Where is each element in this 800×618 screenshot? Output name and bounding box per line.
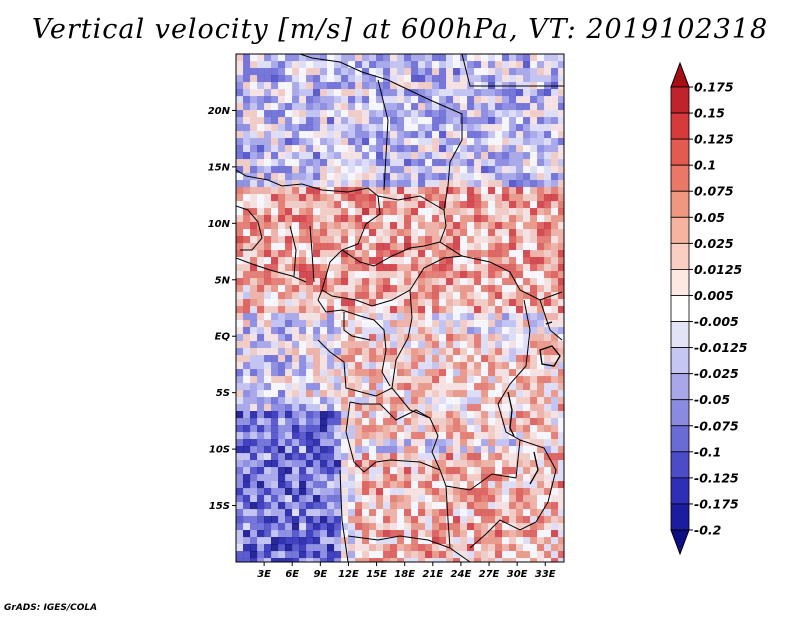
colorbar-band xyxy=(670,373,690,401)
credit-label: GrADS: IGES/COLA xyxy=(4,603,98,613)
colorbar-band xyxy=(670,425,690,453)
colorbar-bottom-triangle xyxy=(670,529,690,556)
lon-tick-label: 6E xyxy=(285,569,299,580)
latitude-axis: 20N 15N 10N 5N EQ 5S 10S 15S xyxy=(208,106,236,512)
colorbar-label: 0.025 xyxy=(694,236,734,251)
colorbar-label: 0.125 xyxy=(694,132,734,147)
colorbar-band xyxy=(670,295,690,322)
colorbar-band xyxy=(670,216,690,244)
lon-tick-label: 24E xyxy=(451,569,472,580)
colorbar-label: 0.075 xyxy=(694,184,734,199)
colorbar-label: -0.05 xyxy=(694,392,730,407)
lat-tick-label: 10S xyxy=(209,445,230,456)
lon-tick-label: 27E xyxy=(479,569,500,580)
colorbar-label: -0.025 xyxy=(694,366,739,381)
colorbar-label: -0.005 xyxy=(694,314,739,329)
lon-tick-label: 30E xyxy=(507,569,528,580)
colorbar-band xyxy=(670,399,690,427)
colorbar-label: -0.175 xyxy=(694,496,739,511)
lat-tick-label: 15N xyxy=(208,162,231,173)
colorbar-band xyxy=(670,138,690,166)
colorbar-band xyxy=(670,347,690,375)
lat-tick-label: 20N xyxy=(208,106,231,117)
colorbar-top-triangle xyxy=(670,61,690,88)
lat-tick-label: 5S xyxy=(216,388,230,399)
lon-tick-label: 21E xyxy=(422,569,443,580)
lon-tick-label: 3E xyxy=(257,569,271,580)
lat-tick-label: 10N xyxy=(208,219,231,230)
colorbar-label: 0.175 xyxy=(694,80,734,95)
colorbar-label: 0.005 xyxy=(694,288,734,303)
colorbar-label: 0.0125 xyxy=(694,262,743,277)
lon-tick-label: 9E xyxy=(313,569,327,580)
lon-tick-label: 33E xyxy=(535,569,556,580)
colorbar-label: -0.1 xyxy=(694,444,721,459)
colorbar-band xyxy=(670,190,690,218)
map-frame xyxy=(235,53,565,563)
lakes xyxy=(507,321,561,485)
colorbar-label: -0.075 xyxy=(694,418,739,433)
country-borders xyxy=(236,54,564,562)
lon-tick-label: 15E xyxy=(366,569,387,580)
lat-tick-label: 15S xyxy=(209,501,230,512)
colorbar-band xyxy=(670,477,690,505)
colorbar-label: -0.2 xyxy=(694,523,721,538)
colorbar-band xyxy=(670,503,690,531)
colorbar-band xyxy=(670,86,690,114)
colorbar-band xyxy=(670,164,690,192)
velocity-field xyxy=(236,54,564,562)
colorbar-label: 0.05 xyxy=(694,210,725,225)
colorbar-label: -0.0125 xyxy=(694,340,748,355)
colorbar-label: -0.125 xyxy=(694,470,739,485)
colorbar-label: 0.1 xyxy=(694,158,716,173)
colorbar: 0.175 0.15 0.125 0.1 0.075 0.05 0.025 0.0125 0.0… xyxy=(670,61,748,556)
colorbar-band xyxy=(670,321,690,348)
colorbar-band xyxy=(670,451,690,479)
lon-tick-label: 18E xyxy=(394,569,415,580)
lat-tick-label: EQ xyxy=(215,332,231,343)
longitude-axis: 3E 6E 9E 12E 15E 18E 21E 24E 27E 30E 33E xyxy=(257,562,556,580)
colorbar-band xyxy=(670,242,690,270)
lon-tick-label: 12E xyxy=(338,569,359,580)
colorbar-band xyxy=(670,269,690,296)
lat-tick-label: 5N xyxy=(215,275,231,286)
colorbar-band xyxy=(670,112,690,140)
chart-title: Vertical velocity [m/s] at 600hPa, VT: 2… xyxy=(31,14,769,45)
colorbar-label: 0.15 xyxy=(694,106,725,121)
